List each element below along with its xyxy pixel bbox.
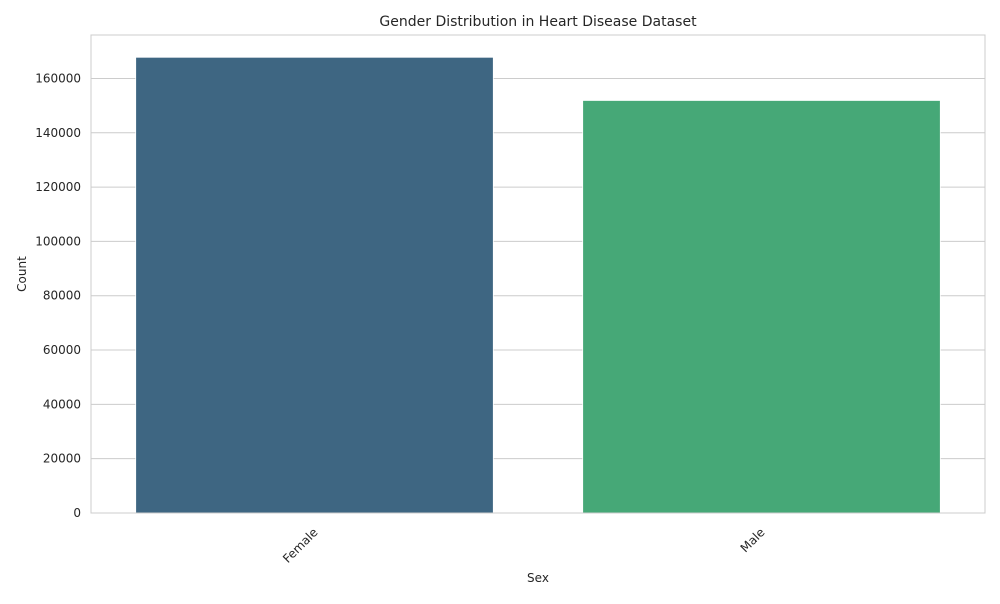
y-tick-label: 0: [73, 506, 81, 520]
chart-title: Gender Distribution in Heart Disease Dat…: [379, 14, 697, 30]
y-tick-label: 120000: [35, 180, 81, 194]
bars: [135, 56, 941, 514]
y-axis-label: Count: [15, 256, 29, 292]
bar-female: [135, 56, 494, 514]
y-tick-label: 160000: [35, 71, 81, 85]
x-axis-ticks: Female Male: [280, 525, 768, 566]
y-tick-label: 100000: [35, 234, 81, 248]
x-tick-label: Female: [280, 525, 321, 566]
y-tick-label: 140000: [35, 126, 81, 140]
x-axis-label: Sex: [527, 571, 549, 585]
y-tick-label: 80000: [43, 289, 81, 303]
y-tick-label: 40000: [43, 397, 81, 411]
y-axis-ticks: 0 20000 40000 60000 80000 100000 120000 140000 1…: [35, 71, 81, 520]
plot-frame: [90, 34, 986, 514]
x-tick-label: Male: [738, 525, 768, 555]
bar-male: [582, 100, 941, 514]
y-tick-label: 20000: [43, 452, 81, 466]
y-tick-label: 60000: [43, 343, 81, 357]
